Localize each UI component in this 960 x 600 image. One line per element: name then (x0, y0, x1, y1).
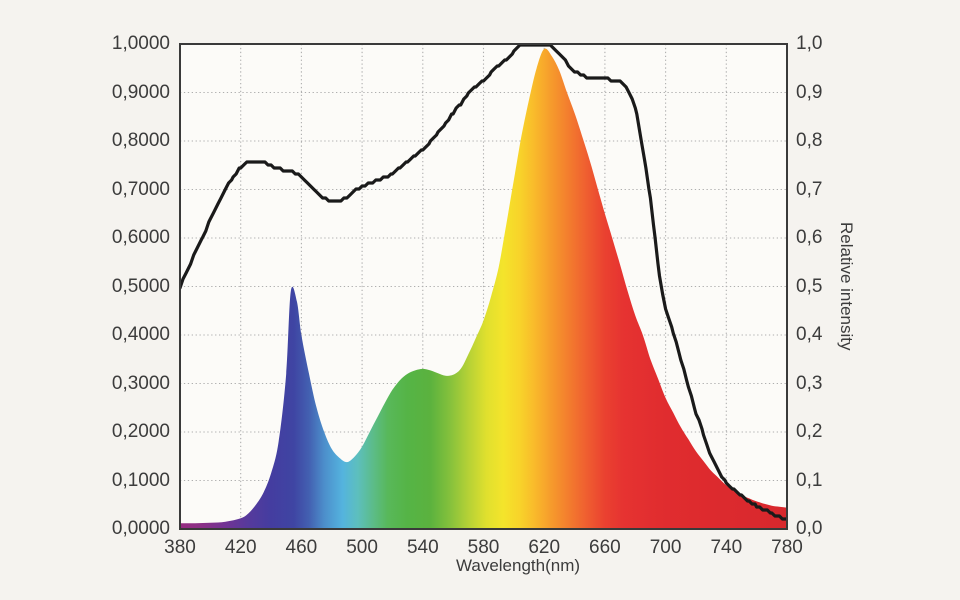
x-tick-label: 580 (467, 537, 500, 558)
y-left-tick-label: 0,7000 (111, 178, 170, 200)
x-tick-label: 740 (710, 537, 743, 558)
y-left-tick-label: 0,4000 (111, 324, 170, 345)
x-axis-title: Wavelength(nm) (455, 556, 581, 575)
y-left-tick-label: 0,9000 (111, 81, 170, 103)
y-right-tick-label: 0,3 (796, 372, 823, 394)
x-tick-label: 460 (285, 537, 318, 558)
y-right-tick-label: 0,6 (796, 227, 823, 248)
y-left-tick-label: 0,6000 (111, 227, 170, 248)
y-left-tick-label: 0,1000 (111, 469, 170, 491)
x-tick-label: 700 (649, 537, 682, 558)
plot-border (179, 43, 788, 530)
x-tick-label: 380 (164, 537, 196, 558)
y-left-tick-label: 0,8000 (111, 130, 170, 151)
y-right-tick-label: 0,7 (796, 178, 823, 200)
intensity-curve (180, 44, 787, 521)
y-right-tick-label: 0,5 (796, 275, 823, 297)
y-left-tick-label: 0,0000 (111, 518, 170, 539)
x-tick-label: 620 (528, 537, 561, 558)
y-right-tick-label: 0,2 (796, 421, 823, 442)
x-tick-label: 420 (224, 537, 257, 558)
y-left-tick-label: 0,2000 (111, 421, 170, 442)
y-right-tick-label: 0,8 (796, 130, 823, 151)
y-axis-title: Relative intensity (837, 221, 856, 351)
y-right-tick-label: 0,4 (796, 324, 823, 345)
x-tick-label: 780 (771, 537, 803, 558)
x-tick-label: 660 (589, 537, 621, 558)
x-tick-label: 500 (346, 537, 378, 558)
y-right-tick-label: 1,0 (796, 33, 823, 54)
x-tick-label: 540 (406, 537, 439, 558)
y-left-tick-label: 0,3000 (111, 372, 170, 394)
spectrum-area (180, 48, 787, 529)
y-right-tick-label: 0,9 (796, 81, 823, 103)
y-left-tick-label: 0,5000 (111, 275, 170, 297)
y-right-tick-label: 0,1 (796, 469, 823, 491)
y-right-tick-label: 0,0 (796, 518, 823, 539)
y-left-tick-label: 1,0000 (111, 33, 170, 54)
